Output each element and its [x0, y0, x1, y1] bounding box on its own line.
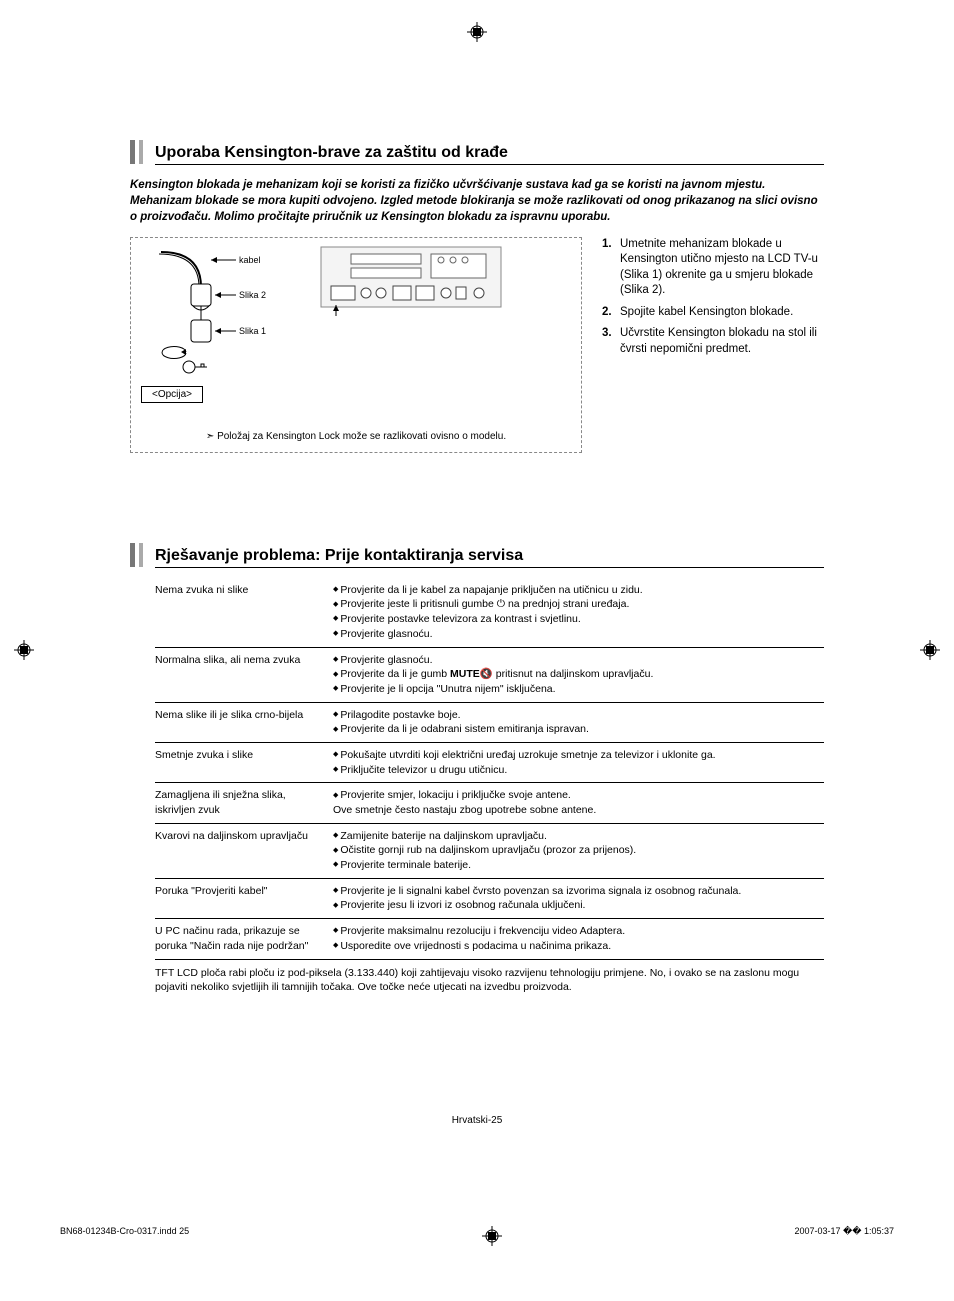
step-number: 1.: [602, 237, 620, 299]
solution-cell: Provjerite da li je kabel za napajanje p…: [329, 578, 824, 647]
page-body: Uporaba Kensington-brave za zaštitu od k…: [0, 0, 954, 1186]
problem-cell: U PC načinu rada, prikazuje se poruka "N…: [155, 919, 329, 959]
table-row: Nema slike ili je slika crno-bijelaPrila…: [155, 702, 824, 742]
step-item: 3.Učvrstite Kensington blokadu na stol i…: [602, 326, 824, 357]
table-row: Poruka "Provjeriti kabel" Provjerite je l…: [155, 878, 824, 918]
problem-cell: Poruka "Provjeriti kabel": [155, 878, 329, 918]
problem-cell: Zamagljena ili snježna slika, iskrivljen…: [155, 783, 329, 823]
reg-mark-right: [920, 640, 940, 660]
solution-cell: Provjerite glasnoću.Provjerite da li je …: [329, 647, 824, 702]
solution-item: Provjerite terminale baterije.: [333, 858, 820, 873]
table-row: Nema zvuka ni slike Provjerite da li je k…: [155, 578, 824, 647]
print-footer-left: BN68-01234B-Cro-0317.indd 25: [60, 1226, 189, 1246]
step-item: 2.Spojite kabel Kensington blokade.: [602, 305, 824, 321]
section2-heading: Rješavanje problema: Prije kontaktiranja…: [130, 543, 824, 567]
solution-item: Očistite gornji rub na daljinskom upravl…: [333, 843, 820, 858]
svg-text:Slika 1: Slika 1: [239, 326, 266, 336]
section1-intro: Kensington blokada je mehanizam koji se …: [130, 177, 824, 225]
svg-text:Slika 2: Slika 2: [239, 290, 266, 300]
solution-item: Provjerite glasnoću.: [333, 627, 820, 642]
heading-accent-1: [130, 140, 135, 164]
table-footnote: TFT LCD ploča rabi ploču iz pod-piksela …: [155, 966, 824, 995]
solution-item: Provjerite smjer, lokaciju i priključke …: [333, 788, 820, 817]
problem-cell: Normalna slika, ali nema zvuka: [155, 647, 329, 702]
step-text: Spojite kabel Kensington blokade.: [620, 305, 793, 321]
problem-cell: Kvarovi na daljinskom upravljaču: [155, 823, 329, 878]
section1-title: Uporaba Kensington-brave za zaštitu od k…: [155, 140, 508, 164]
page-number: Hrvatski-25: [130, 1115, 824, 1126]
diagram-box: kabel Slika 2 Slika 1: [130, 237, 582, 453]
troubleshoot-table: Nema zvuka ni slike Provjerite da li je k…: [155, 578, 824, 959]
opcija-label: <Opcija>: [141, 386, 203, 403]
solution-cell: Pokušajte utvrditi koji električni uređa…: [329, 742, 824, 782]
solution-cell: Provjerite je li signalni kabel čvrsto p…: [329, 878, 824, 918]
step-number: 2.: [602, 305, 620, 321]
table-row: Smetnje zvuka i slike Pokušajte utvrditi …: [155, 742, 824, 782]
section2-title: Rješavanje problema: Prije kontaktiranja…: [155, 543, 523, 567]
solution-item: Provjerite da li je odabrani sistem emit…: [333, 722, 820, 737]
solution-item: Provjerite maksimalnu rezoluciju i frekv…: [333, 924, 820, 939]
solution-cell: Zamijenite baterije na daljinskom upravl…: [329, 823, 824, 878]
heading-accent-1b: [130, 543, 135, 567]
solution-item: Provjerite postavke televizora za kontra…: [333, 612, 820, 627]
solution-item: Provjerite da li je gumb MUTE🔇 pritisnut…: [333, 667, 820, 682]
solution-item: Provjerite je li signalni kabel čvrsto p…: [333, 884, 820, 899]
reg-mark-bottom: [482, 1226, 502, 1246]
solution-item: Provjerite jeste li pritisnuli gumbe ⏻ n…: [333, 597, 820, 612]
section1-heading: Uporaba Kensington-brave za zaštitu od k…: [130, 140, 824, 164]
solution-item: Prilagodite postavke boje.: [333, 708, 820, 723]
solution-cell: Provjerite maksimalnu rezoluciju i frekv…: [329, 919, 824, 959]
print-footer: BN68-01234B-Cro-0317.indd 25 2007-03-17 …: [0, 1226, 954, 1276]
solution-item: Usporedite ove vrijednosti s podacima u …: [333, 939, 820, 954]
kensington-diagram: kabel Slika 2 Slika 1: [141, 242, 271, 403]
print-footer-right: 2007-03-17 �� 1:05:37: [794, 1226, 894, 1246]
solution-item: Zamijenite baterije na daljinskom upravl…: [333, 829, 820, 844]
solution-cell: Provjerite smjer, lokaciju i priključke …: [329, 783, 824, 823]
step-text: Umetnite mehanizam blokade u Kensington …: [620, 237, 824, 299]
solution-cell: Prilagodite postavke boje.Provjerite da …: [329, 702, 824, 742]
solution-item: Priključite televizor u drugu utičnicu.: [333, 763, 820, 778]
table-row: U PC načinu rada, prikazuje se poruka "N…: [155, 919, 824, 959]
heading-underline: [155, 164, 824, 165]
step-item: 1.Umetnite mehanizam blokade u Kensingto…: [602, 237, 824, 299]
problem-cell: Smetnje zvuka i slike: [155, 742, 329, 782]
solution-item: Provjerite da li je kabel za napajanje p…: [333, 583, 820, 598]
heading-accent-2: [139, 140, 143, 164]
solution-item: Pokušajte utvrditi koji električni uređa…: [333, 748, 820, 763]
solution-item: Provjerite jesu li izvori iz osobnog rač…: [333, 898, 820, 913]
reg-mark-left: [14, 640, 34, 660]
step-text: Učvrstite Kensington blokadu na stol ili…: [620, 326, 824, 357]
ports-diagram: [311, 242, 511, 332]
table-row: Zamagljena ili snježna slika, iskrivljen…: [155, 783, 824, 823]
problem-cell: Nema zvuka ni slike: [155, 578, 329, 647]
table-row: Kvarovi na daljinskom upravljaču Zamijeni…: [155, 823, 824, 878]
solution-item: Provjerite glasnoću.: [333, 653, 820, 668]
heading-underline-2: [155, 567, 824, 568]
solution-item: Provjerite je li opcija "Unutra nijem" i…: [333, 682, 820, 697]
problem-cell: Nema slike ili je slika crno-bijela: [155, 702, 329, 742]
steps-list: 1.Umetnite mehanizam blokade u Kensingto…: [602, 237, 824, 364]
table-row: Normalna slika, ali nema zvukaProvjerite…: [155, 647, 824, 702]
step-number: 3.: [602, 326, 620, 357]
diagram-note: Položaj za Kensington Lock može se razli…: [141, 431, 571, 442]
heading-accent-2b: [139, 543, 143, 567]
svg-text:kabel: kabel: [239, 255, 261, 265]
